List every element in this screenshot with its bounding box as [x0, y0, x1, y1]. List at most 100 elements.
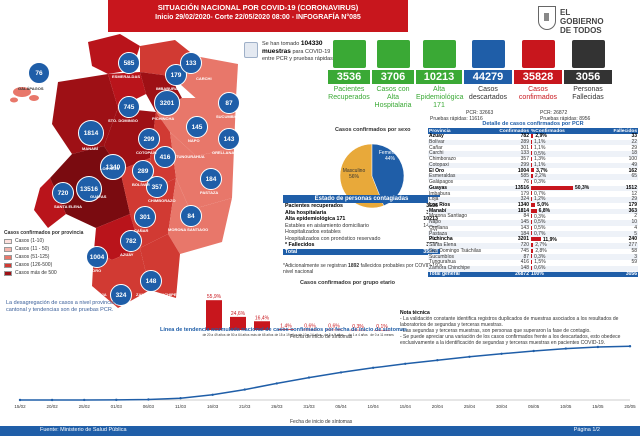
logo-line-3: DE TODOS [560, 26, 602, 35]
trend-point [468, 355, 471, 358]
table-row: Imbabura 179 0,7% 12 [428, 191, 638, 197]
col-header: Provincia [428, 128, 498, 134]
fall-cell: 3 [600, 254, 638, 261]
trend-point [339, 371, 343, 374]
fall-cell: 4 [634, 224, 637, 231]
age-group-label: de 50 a 64 años [227, 333, 250, 337]
stat-fallecidos: 3056 Personas Fallecidas [564, 40, 612, 102]
x-tick-label: 10/05 [560, 404, 572, 409]
pct-cell: 1,1% [530, 139, 600, 146]
samples-text: Se han tomado 104330 muestras para COVID… [262, 40, 333, 62]
conf-cell: 357 [520, 156, 529, 163]
pct-cell: 0,6% [530, 266, 600, 272]
table-row: Sto. Domingo Tsáchilas 745 2,8% 58 [428, 247, 638, 255]
x-tick-label: 21/03 [239, 404, 251, 409]
fall-cell: 65 [600, 174, 638, 180]
line-chart-subtitle: Fecha de inicio de síntomas [290, 334, 353, 340]
legend-title: Casos confirmados por provincia [4, 230, 84, 236]
pct-cell: 11,9% [530, 237, 600, 243]
conf-cell: 416 [520, 259, 529, 266]
conf-cell: 745 [520, 247, 529, 254]
fall-cell: 33 [631, 133, 637, 140]
province-bubble-canar: 301 [134, 206, 156, 228]
age-bar [254, 321, 270, 330]
x-tick-label: 15/05 [592, 404, 604, 409]
x-tick-label: 16/03 [207, 404, 219, 409]
fall-cell: 18 [600, 151, 638, 157]
table-row: Guayas 13516 50,3% 1512 [428, 185, 638, 192]
total-cell: Total general [428, 271, 498, 278]
contagiados-title: Estado de personas contagiadas [283, 195, 440, 203]
trend-point [275, 382, 279, 385]
province-label-napo: NAPO [188, 138, 200, 143]
conf-cell: 133 [498, 151, 530, 157]
x-tick-label: 20/02 [46, 404, 58, 409]
x-tick-label: 01/03 [111, 404, 123, 409]
name-cell: Loja [428, 197, 498, 203]
map-note: La desagregación de casos a nivel provin… [6, 300, 117, 313]
nota-line: - Las segundas y terceras muestras, son … [400, 328, 591, 334]
age-bar-label: 0,6% [328, 324, 340, 330]
pct-bar [531, 179, 532, 184]
pct-bar [531, 225, 532, 230]
sex-pie-title: Casos confirmados por sexo [335, 127, 411, 133]
fall-cell: 49 [600, 162, 638, 169]
x-tick-label: 20/04 [432, 404, 444, 409]
fall-cell: 29 [631, 144, 637, 151]
rapid-descartados: Pruebas rápidas: 11616 [430, 116, 483, 122]
page-subtitle: Inicio 29/02/2020- Corte 22/05/2020 08:0… [155, 14, 361, 21]
name-cell: Chimborazo [429, 156, 456, 163]
trend-point [18, 398, 22, 402]
contagiados-total: Total 35828 [283, 248, 440, 255]
col-header: Confirmados [498, 128, 530, 134]
conf-cell: 148 [498, 265, 530, 272]
name-cell: Zamora Chinchipe [428, 265, 498, 272]
province-label-tungurahua: TUNGURAHUA [176, 154, 205, 159]
trend-point [147, 398, 150, 401]
pct-cell: 1,3% [530, 157, 600, 163]
conf-cell: 324 [498, 197, 530, 203]
table-row: Chimborazo 357 1,3% 100 [428, 157, 638, 163]
fall-cell: 29 [600, 197, 638, 203]
table-row: Cañar 301 1,1% 29 [428, 145, 638, 151]
fall-cell: 12 [631, 190, 637, 197]
province-bubble-manabi: 1814 [78, 120, 104, 146]
province-bubble-esmeraldas: 585 [118, 52, 140, 74]
government-logo: EL GOBIERNO DE TODOS [538, 6, 638, 36]
conf-cell: 720 [498, 243, 530, 249]
pct-bar [531, 151, 532, 156]
pct-cell: 6,8% [530, 208, 600, 215]
age-bar [350, 329, 366, 331]
x-tick-label: 05/05 [528, 404, 540, 409]
pct-cell: 0,3% [530, 254, 600, 261]
rapid-confirmados: Pruebas rápidas: 8956 [540, 116, 591, 122]
province-label-el-oro: EL ORO [86, 268, 102, 273]
fallecidos-probables-note: *Adicionalmente se registran 1892 fallec… [283, 263, 442, 275]
contagiados-row: Hospitalizados con pronóstico reservado 2… [285, 235, 438, 242]
x-tick-label: 05/04 [335, 404, 347, 409]
col-header: %Confirmados [530, 128, 600, 134]
stat-alta-hospitalaria: 3706 Casos con Alta Hospitalaria [372, 40, 414, 110]
conf-cell: 1004 [517, 167, 529, 174]
table-row: Loja 324 1,2% 29 [428, 197, 638, 203]
nota-title: Nota técnica [400, 310, 430, 316]
ribbon-icon [571, 40, 605, 68]
check-icon [521, 40, 555, 68]
name-cell: Azuay [429, 133, 444, 140]
conf-cell: 3201 [517, 236, 529, 243]
province-bubble-sto-domingo: 745 [118, 96, 140, 118]
name-cell: Sto. Domingo Tsáchilas [429, 247, 482, 254]
age-group-label: de 15 a 19 años [275, 333, 298, 337]
conf-cell: 145 [498, 220, 530, 226]
stat-descartados: 44279 Casos descartados [464, 40, 512, 102]
age-group-label: más de 65 años [251, 333, 274, 337]
trend-point [628, 345, 632, 348]
province-label-azuay: AZUAY [120, 252, 134, 257]
age-bar-chart: 55,9% de 20 a 49 años 24,6% de 50 a 64 años… [203, 294, 395, 337]
pct-cell: 2,9% [530, 134, 600, 140]
table-row: Galápagos 76 0,3% [428, 179, 638, 186]
samples-count: 104330 [300, 40, 323, 47]
province-label-sto-domingo: STO. DOMINGO [108, 118, 138, 123]
conf-cell: 299 [498, 162, 530, 169]
province-label-orellana: ORELLANA [212, 150, 235, 155]
